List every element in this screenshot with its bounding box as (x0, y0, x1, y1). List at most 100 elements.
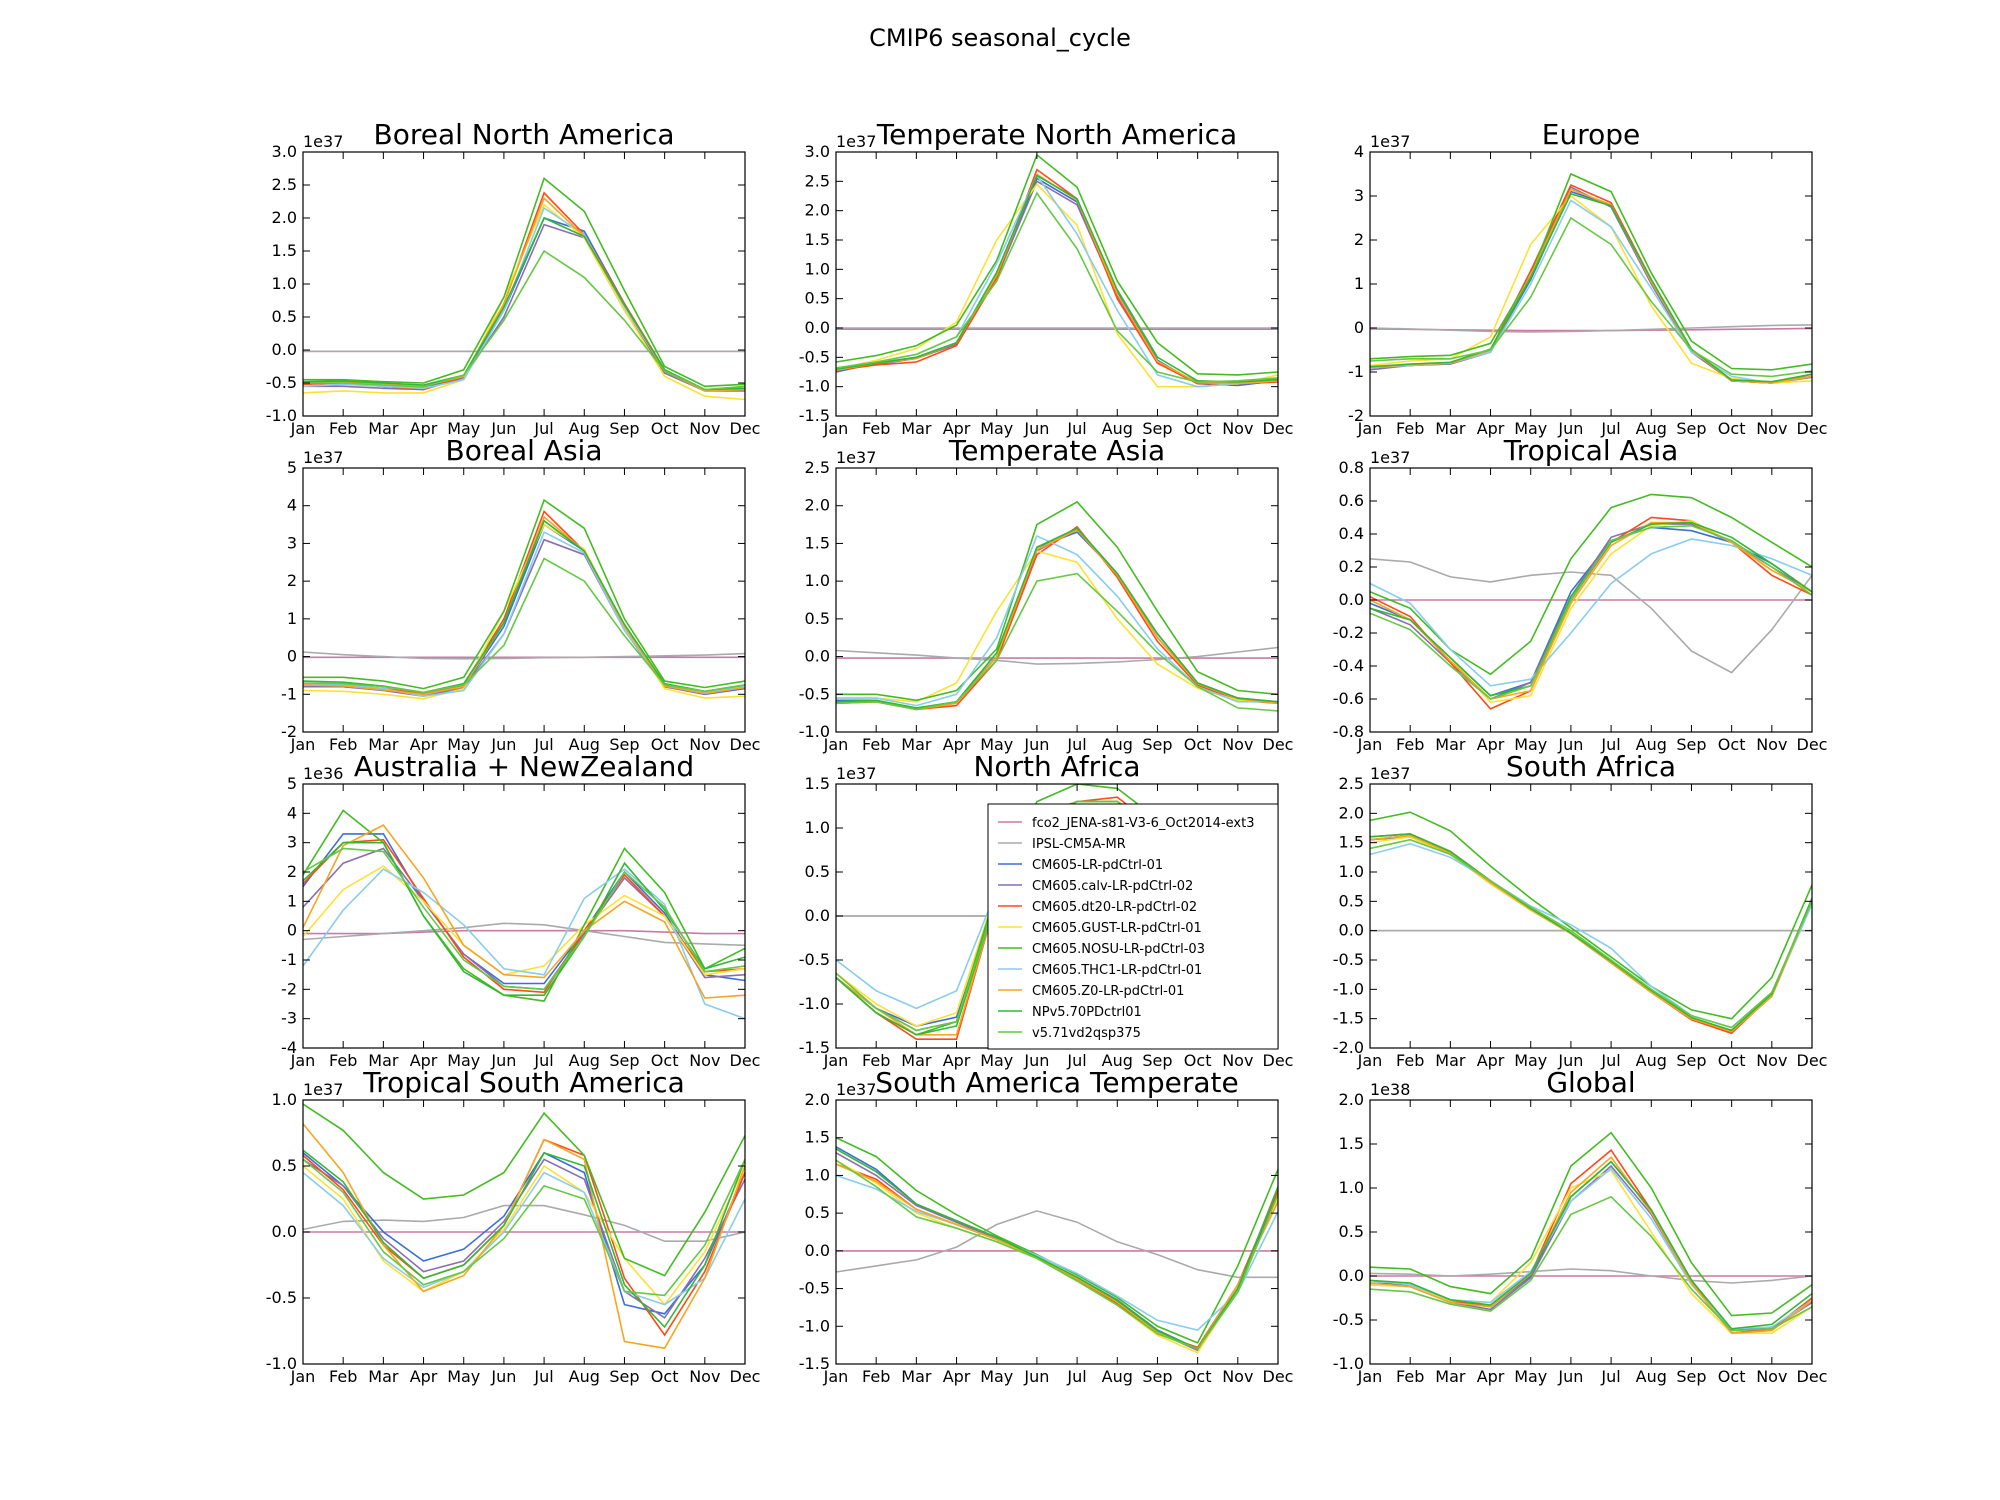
series-line-3 (1370, 1160, 1812, 1332)
y-tick-label: 0.5 (805, 862, 830, 881)
x-tick-label: Jun (1023, 1051, 1049, 1070)
series-line-3 (303, 523, 745, 696)
legend-entry: CM605-LR-pdCtrl-01 (1032, 858, 1163, 873)
y-tick-label: 0.0 (272, 1222, 297, 1241)
series-line-4 (1370, 834, 1812, 1033)
x-tick-label: Mar (901, 419, 932, 438)
y-tick-label: 3 (287, 833, 297, 852)
x-tick-label: Apr (1477, 735, 1505, 754)
x-tick-label: Mar (901, 1367, 932, 1386)
series-line-11 (1370, 216, 1812, 378)
plot-frame (1369, 151, 1813, 417)
subplot-10: -1.0 -0.5 0.0 0.5 1.0 Jan Feb Mar Apr May Jun Jul Au… (266, 1066, 761, 1386)
x-tick-label: Aug (1636, 1051, 1667, 1070)
series-line-11 (836, 191, 1278, 383)
x-tick-label: Jul (1600, 419, 1620, 438)
series-line-2 (836, 646, 1278, 665)
series-line-11 (836, 1159, 1278, 1350)
y-tick-label: 2 (1354, 230, 1364, 249)
x-tick-label: Dec (1263, 1367, 1294, 1386)
x-tick-label: Apr (943, 1367, 971, 1386)
x-tick-label: Oct (1184, 419, 1212, 438)
x-tick-label: Nov (1756, 1051, 1787, 1070)
y-tick-label: 2.5 (272, 175, 297, 194)
series-line-7 (1370, 811, 1812, 1020)
y-tick-label: 0.0 (1339, 1266, 1364, 1285)
y-tick-label: -0.5 (799, 950, 830, 969)
x-tick-label: Sep (1142, 1367, 1172, 1386)
series-line-5 (1370, 1149, 1812, 1335)
x-tick-label: Jun (1023, 419, 1049, 438)
series-line-6 (1370, 519, 1812, 704)
y-tick-label: -1.5 (799, 1038, 830, 1057)
x-tick-label: Aug (1102, 1051, 1133, 1070)
y-tick-label: 2.0 (272, 208, 297, 227)
axis-multiplier: 1e37 (1370, 132, 1410, 151)
y-tick-label: 2 (287, 862, 297, 881)
subplot-title: Boreal North America (373, 118, 674, 151)
x-tick-label: Aug (569, 1051, 600, 1070)
x-tick-label: Aug (1102, 735, 1133, 754)
x-tick-label: Aug (569, 1367, 600, 1386)
y-tick-label: 1.5 (1339, 833, 1364, 852)
subplot-title: Tropical South America (362, 1066, 685, 1099)
series-line-7 (303, 498, 745, 690)
y-tick-label: 1 (287, 609, 297, 628)
x-tick-label: Dec (730, 1051, 761, 1070)
x-tick-label: May (447, 735, 480, 754)
x-tick-label: Jan (290, 419, 316, 438)
legend-entry: v5.71vd2qsp375 (1032, 1026, 1141, 1041)
x-tick-label: Sep (609, 1367, 639, 1386)
x-tick-label: Dec (1263, 419, 1294, 438)
y-tick-label: 2.5 (805, 171, 830, 190)
axis-multiplier: 1e37 (303, 132, 343, 151)
series-line-2 (303, 922, 745, 947)
series-line-8 (1370, 842, 1812, 1029)
x-tick-label: Mar (1435, 419, 1466, 438)
x-tick-label: Feb (1396, 1367, 1424, 1386)
x-tick-label: Feb (329, 735, 357, 754)
x-tick-label: Jun (490, 1367, 516, 1386)
x-tick-label: Nov (1222, 1051, 1253, 1070)
series-line-11 (1370, 524, 1812, 700)
series-line-9 (303, 515, 745, 696)
y-tick-label: 1.5 (272, 241, 297, 260)
y-tick-label: -2 (1348, 406, 1364, 425)
x-tick-label: May (980, 1367, 1013, 1386)
x-tick-label: Dec (1263, 1051, 1294, 1070)
series-line-9 (303, 824, 745, 999)
y-tick-label: 1.0 (272, 1090, 297, 1109)
y-tick-label: 2.0 (1339, 1090, 1364, 1109)
series-line-11 (1370, 1195, 1812, 1332)
x-tick-label: Feb (1396, 1051, 1424, 1070)
subplot-1: -1.0 -0.5 0.0 0.5 1.0 1.5 2.0 2.5 3.0 Jan Feb Mar Ap… (266, 118, 761, 438)
y-tick-label: 0 (287, 647, 297, 666)
x-tick-label: Dec (730, 419, 761, 438)
y-tick-label: 1.0 (1339, 862, 1364, 881)
y-tick-label: 1.0 (272, 274, 297, 293)
series-line-10 (303, 841, 745, 997)
subplot-11: -1.5 -1.0 -0.5 0.0 0.5 1.0 1.5 2.0 Jan Feb Mar Apr M… (799, 1066, 1294, 1386)
series-line-6 (303, 523, 745, 700)
series-line-10 (1370, 1160, 1812, 1330)
x-tick-label: Sep (1676, 1051, 1706, 1070)
series-line-3 (1370, 835, 1812, 1032)
y-tick-label: 0 (287, 921, 297, 940)
subplot-2: -1.5 -1.0 -0.5 0.0 0.5 1.0 1.5 2.0 2.5 3.0 Jan Feb M… (799, 118, 1294, 438)
y-tick-label: 0.5 (1339, 891, 1364, 910)
x-tick-label: Jul (1066, 1367, 1086, 1386)
series-line-7 (836, 500, 1278, 702)
y-tick-label: 4 (287, 496, 297, 515)
x-tick-label: May (1514, 1367, 1547, 1386)
x-tick-label: Jan (823, 1367, 849, 1386)
series-line-10 (303, 216, 745, 391)
x-tick-label: Aug (1636, 735, 1667, 754)
x-tick-label: Sep (609, 1051, 639, 1070)
x-tick-label: May (1514, 735, 1547, 754)
x-tick-label: Feb (1396, 419, 1424, 438)
x-tick-label: Jul (533, 1051, 553, 1070)
x-tick-label: Aug (1636, 419, 1667, 438)
y-tick-label: -2 (281, 979, 297, 998)
x-tick-label: Jun (490, 735, 516, 754)
x-tick-label: Feb (862, 1051, 890, 1070)
